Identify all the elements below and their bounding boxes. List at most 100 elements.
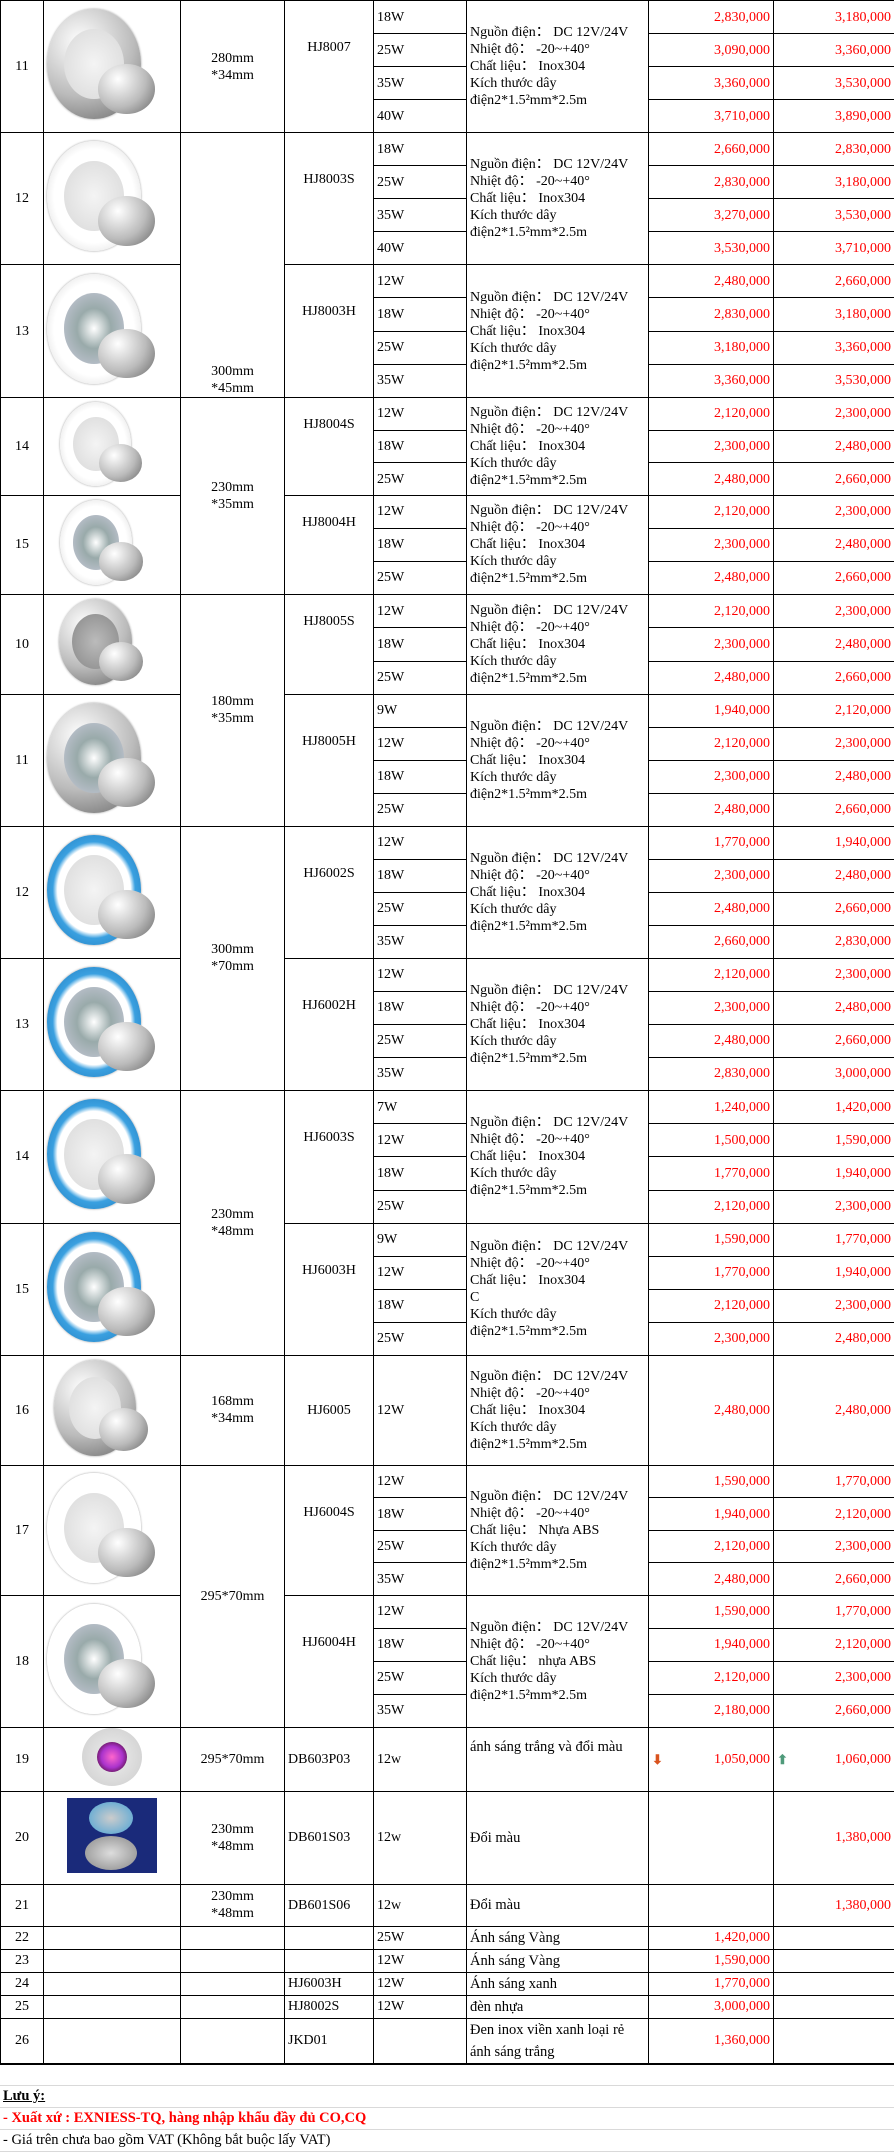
product-image-cell	[44, 1223, 181, 1355]
price-retail: 2,300,000	[649, 760, 774, 793]
price-retail: 1,360,000	[649, 2018, 774, 2064]
spec-line: điện2*1.5²mm*2.5m	[470, 918, 645, 935]
price-retail: 1,420,000	[649, 1926, 774, 1949]
price-list: ⬆1,060,000	[774, 1727, 894, 1791]
price-value: 3,710,000	[714, 109, 770, 124]
power-cell: 35W	[374, 67, 467, 100]
spec-line: Kích thước dây	[470, 901, 645, 918]
price-value: 2,480,000	[714, 901, 770, 916]
row-number: 15	[1, 1223, 44, 1355]
price-retail: 3,000,000	[649, 1995, 774, 2018]
price-value: 2,120,000	[714, 1298, 770, 1313]
price-retail: 2,120,000	[649, 958, 774, 991]
product-image-cell	[44, 594, 181, 694]
product-image-cell	[44, 1355, 181, 1465]
row-number: 20	[1, 1791, 44, 1884]
price-retail: 2,480,000	[649, 1024, 774, 1057]
model-code: HJ6004S	[285, 1465, 374, 1595]
model-code: HJ6005	[285, 1355, 374, 1465]
power-cell: 18W	[374, 430, 467, 463]
row-number: 10	[1, 594, 44, 694]
spec-cell: Đổi màu	[467, 1791, 649, 1884]
price-value: 1,770,000	[835, 1604, 891, 1619]
spec-line: ánh sáng trắng	[470, 2041, 645, 2063]
product-image-cell	[44, 1791, 181, 1884]
price-value: 1,940,000	[835, 1265, 891, 1280]
price-list: 2,660,000	[774, 561, 894, 594]
spec-line: Nguồn điện： DC 12V/24V	[470, 602, 645, 619]
power-cell: 12w	[374, 1884, 467, 1926]
price-retail: 1,940,000	[649, 1628, 774, 1661]
price-value: 2,480,000	[835, 1000, 891, 1015]
note-title: Lưu ý:	[3, 2088, 45, 2104]
price-value: 1,770,000	[714, 1166, 770, 1181]
size-cell: 168mm*34mm	[181, 1355, 285, 1465]
power-cell: 35W	[374, 364, 467, 397]
power-cell: 12w	[374, 1791, 467, 1884]
price-value: 1,500,000	[714, 1133, 770, 1148]
price-value: 2,480,000	[835, 868, 891, 883]
power-cell: 18W	[374, 1289, 467, 1322]
spec-line: Chất liệu： Inox304	[470, 536, 645, 553]
power-cell: 18W	[374, 298, 467, 331]
price-list: 2,300,000	[774, 1661, 894, 1694]
power-cell: 25W	[374, 1190, 467, 1223]
price-value: 2,660,000	[835, 472, 891, 487]
power-cell: 18W	[374, 859, 467, 892]
price-retail: 2,120,000	[649, 1661, 774, 1694]
product-image	[47, 274, 177, 384]
price-retail: 2,120,000	[649, 1289, 774, 1322]
spec-line: Chất liệu： Inox304	[470, 1272, 645, 1289]
spec-line: Kích thước dây	[470, 553, 645, 570]
price-value: 2,300,000	[835, 736, 891, 751]
power-cell: 18W	[374, 1498, 467, 1531]
price-value: 2,480,000	[835, 439, 891, 454]
power-cell: 12W	[374, 1995, 467, 2018]
power-cell: 12W	[374, 1124, 467, 1157]
price-list: 1,590,000	[774, 1124, 894, 1157]
spec-line: điện2*1.5²mm*2.5m	[470, 1050, 645, 1067]
power-cell: 12W	[374, 727, 467, 760]
product-image-cell	[44, 1, 181, 133]
spec-line: Đổi màu	[470, 1827, 645, 1849]
price-value: 1,590,000	[714, 1953, 770, 1968]
price-list: 3,360,000	[774, 34, 894, 67]
price-list: 3,180,000	[774, 298, 894, 331]
model-code: HJ8004H	[285, 495, 374, 594]
spec-line: Kích thước dây	[470, 1033, 645, 1050]
price-value: 2,300,000	[835, 1539, 891, 1554]
price-list	[774, 1972, 894, 1995]
spec-line: Nhiệt độ： -20~+40°	[470, 735, 645, 752]
price-retail: 2,300,000	[649, 859, 774, 892]
price-retail: 1,770,000	[649, 826, 774, 859]
model-code: HJ6004H	[285, 1595, 374, 1727]
price-list: 3,360,000	[774, 331, 894, 364]
price-value: 1,590,000	[714, 1474, 770, 1489]
spec-line: Chất liệu： Nhựa ABS	[470, 1522, 645, 1539]
spec-line: ánh sáng trắng và đổi màu	[470, 1736, 645, 1758]
price-retail: 2,300,000	[649, 430, 774, 463]
spec-line: Nguồn điện： DC 12V/24V	[470, 404, 645, 421]
price-value: 2,660,000	[835, 274, 891, 289]
price-retail: 1,240,000	[649, 1090, 774, 1123]
price-value: 2,480,000	[714, 274, 770, 289]
row-number: 13	[1, 958, 44, 1090]
spec-line: Nhiệt độ： -20~+40°	[470, 41, 645, 58]
price-value: 2,300,000	[714, 537, 770, 552]
price-value: 2,300,000	[835, 1670, 891, 1685]
price-list: 1,770,000	[774, 1595, 894, 1628]
note-vat-row: - Giá trên chưa bao gồm VAT (Không bắt b…	[0, 2130, 894, 2152]
price-list: 1,770,000	[774, 1223, 894, 1256]
lamp-shape	[98, 329, 154, 379]
price-list: 2,660,000	[774, 793, 894, 826]
